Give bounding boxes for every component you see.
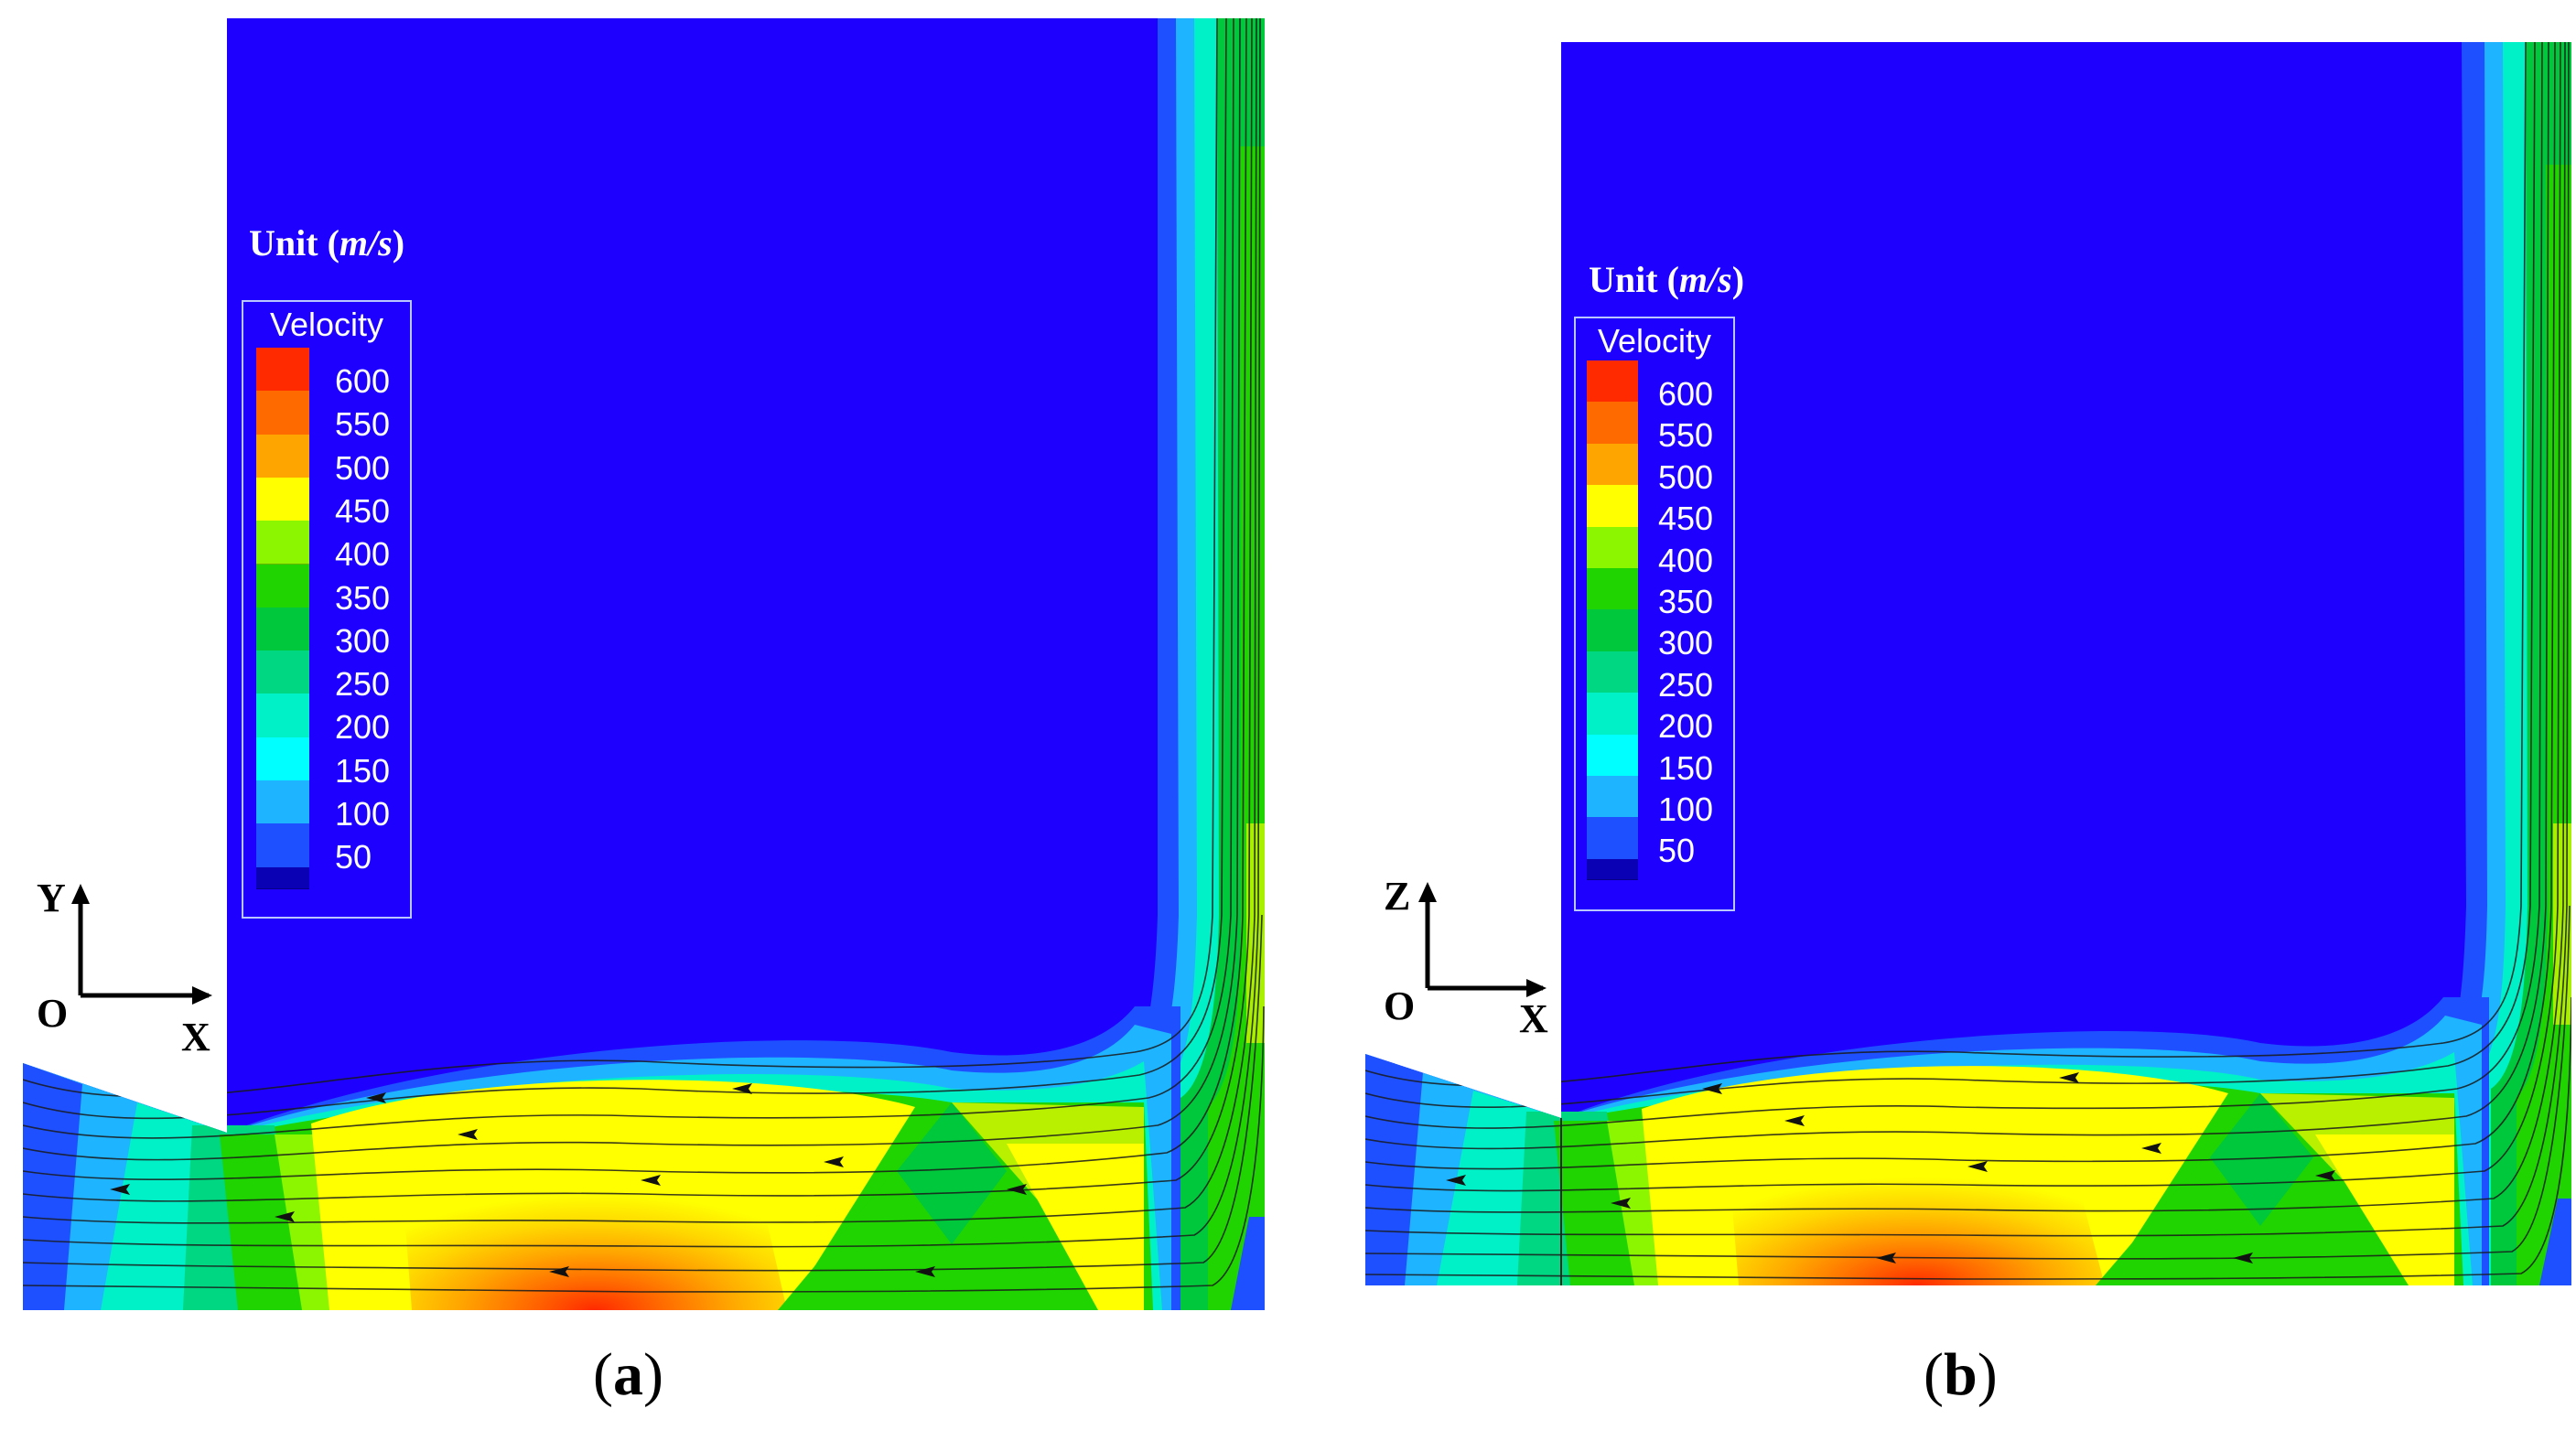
unit-prefix-a: Unit ( (249, 222, 340, 263)
legend-swatch-bottom-b (1587, 858, 1638, 881)
axis-label-vertical-a: Y (37, 876, 66, 920)
legend-label-350-b: 350 (1658, 583, 1714, 620)
legend-label-300-b: 300 (1658, 624, 1714, 662)
legend-swatch-400-b (1587, 526, 1638, 569)
legend-swatch-350-a (256, 564, 309, 608)
legend-label-450-a: 450 (335, 491, 391, 530)
axis-label-origin-a: O (37, 991, 68, 1036)
legend-swatch-200-a (256, 693, 309, 738)
legend-title-a: Velocity (269, 306, 384, 343)
legend-swatch-600-b (1587, 360, 1638, 403)
panel-a: Y O X Unit (m/s) Velocity 600 550 500 450 40… (0, 0, 1281, 1430)
legend-swatch-600-a (256, 348, 309, 392)
caption-letter-b: b (1943, 1341, 1978, 1408)
contour-plot-a: Y O X (23, 18, 1265, 1310)
legend-swatch-300-b (1587, 609, 1638, 652)
legend-swatch-250-a (256, 650, 309, 695)
legend-swatch-100-a (256, 780, 309, 825)
unit-value-a: m/s (339, 222, 393, 263)
legend-label-100-a: 100 (335, 795, 391, 833)
legend-title-b: Velocity (1597, 322, 1712, 360)
axis-indicator-b: Z O X (1384, 874, 1548, 1041)
unit-title-a: Unit (m/s) (249, 221, 404, 264)
velocity-legend-a: Velocity 600 550 500 450 400 350 300 250 200 150 1… (242, 300, 412, 919)
caption-letter-a: a (612, 1341, 643, 1408)
legend-label-350-a: 350 (335, 578, 391, 617)
legend-swatch-350-b (1587, 568, 1638, 611)
contour-plot-b: Z O X (1365, 42, 2571, 1285)
legend-swatch-200-b (1587, 693, 1638, 736)
velocity-legend-b: Velocity 600 550 500 450 400 350 300 250 200 150 1… (1574, 317, 1735, 911)
unit-suffix-a: ) (392, 222, 405, 263)
panel-b: Z O X Unit (m/s) Velocity 600 550 500 450 40… (1336, 0, 2576, 1430)
axis-indicator-a: Y O X (37, 876, 212, 1059)
unit-prefix-b: Unit ( (1589, 259, 1679, 300)
caption-a: (a) (593, 1341, 663, 1408)
legend-swatch-550-b (1587, 402, 1638, 445)
axis-label-horizontal-b: X (1519, 996, 1548, 1041)
legend-label-550-b: 550 (1658, 416, 1714, 455)
axis-label-origin-b: O (1384, 984, 1415, 1028)
legend-swatch-550-a (256, 391, 309, 435)
legend-label-450-b: 450 (1658, 500, 1714, 538)
legend-label-500-b: 500 (1658, 457, 1714, 496)
legend-swatch-50-b (1587, 817, 1638, 860)
legend-label-300-a: 300 (335, 621, 391, 660)
unit-value-b: m/s (1678, 259, 1732, 300)
legend-label-500-a: 500 (335, 448, 391, 487)
legend-swatch-250-b (1587, 650, 1638, 694)
legend-label-150-b: 150 (1658, 748, 1714, 787)
legend-swatch-300-a (256, 607, 309, 652)
axis-label-horizontal-a: X (181, 1015, 210, 1059)
legend-swatch-500-a (256, 434, 309, 478)
legend-swatch-500-b (1587, 443, 1638, 487)
unit-suffix-b: ) (1731, 259, 1745, 300)
axis-label-vertical-b: Z (1384, 874, 1410, 919)
legend-label-150-a: 150 (335, 751, 391, 790)
legend-label-400-b: 400 (1658, 541, 1714, 579)
legend-swatch-150-a (256, 737, 309, 781)
legend-swatch-bottom-a (256, 866, 309, 890)
unit-title-b: Unit (m/s) (1589, 258, 1744, 301)
legend-label-200-a: 200 (335, 708, 391, 747)
legend-label-50-a: 50 (335, 838, 372, 876)
caption-b: (b) (1924, 1341, 1998, 1408)
legend-swatch-100-b (1587, 776, 1638, 819)
legend-label-550-a: 550 (335, 405, 391, 444)
legend-swatch-400-a (256, 521, 309, 565)
legend-label-600-b: 600 (1658, 375, 1714, 413)
legend-label-250-a: 250 (335, 665, 391, 704)
legend-label-100-b: 100 (1658, 790, 1714, 828)
legend-label-600-a: 600 (335, 362, 391, 400)
legend-swatch-50-a (256, 823, 309, 868)
legend-label-200-b: 200 (1658, 707, 1714, 746)
legend-swatch-450-a (256, 477, 309, 522)
legend-swatch-450-b (1587, 485, 1638, 528)
legend-label-50-b: 50 (1658, 832, 1696, 870)
legend-label-250-b: 250 (1658, 665, 1714, 704)
legend-label-400-a: 400 (335, 535, 391, 574)
legend-swatch-150-b (1587, 734, 1638, 777)
